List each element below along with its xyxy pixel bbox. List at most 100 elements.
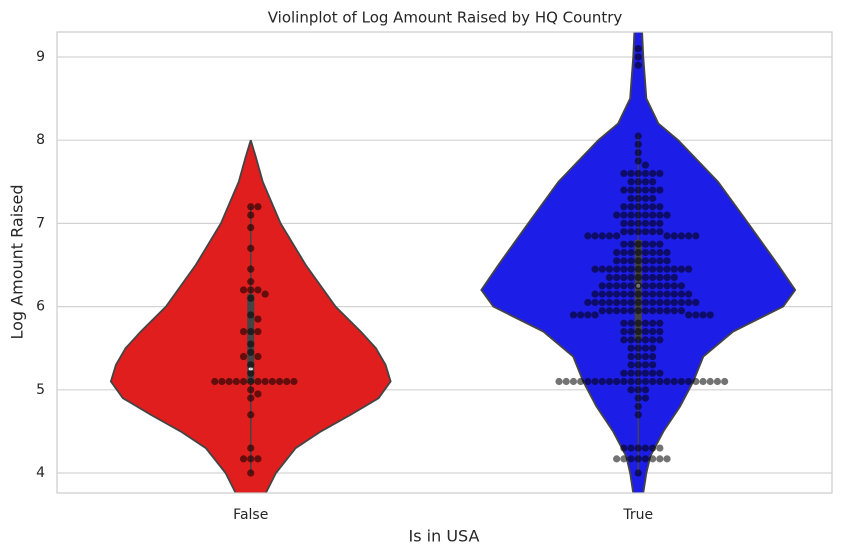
swarm-point bbox=[620, 273, 628, 282]
swarm-point bbox=[620, 369, 628, 377]
swarm-point bbox=[591, 311, 599, 319]
swarm-point bbox=[641, 265, 650, 273]
swarm-point bbox=[641, 211, 650, 219]
swarm-point bbox=[656, 377, 664, 386]
swarm-point bbox=[247, 203, 255, 211]
y-axis-label: Log Amount Raised bbox=[8, 185, 27, 340]
swarm-point bbox=[634, 132, 642, 140]
swarm-point bbox=[634, 149, 642, 157]
swarm-point bbox=[649, 290, 657, 298]
swarm-point bbox=[634, 61, 642, 69]
swarm-point bbox=[247, 369, 255, 377]
swarm-point bbox=[699, 377, 707, 386]
swarm-point bbox=[677, 307, 686, 315]
swarm-point bbox=[641, 169, 650, 178]
swarm-point bbox=[254, 203, 262, 211]
swarm-point bbox=[641, 203, 650, 211]
swarm-point bbox=[247, 340, 255, 348]
swarm-point bbox=[641, 327, 650, 336]
swarm-point bbox=[598, 265, 606, 273]
swarm-point bbox=[275, 377, 284, 386]
swarm-point bbox=[569, 311, 578, 319]
swarm-point bbox=[239, 327, 248, 336]
swarm-point bbox=[656, 455, 664, 463]
y-tick-label: 5 bbox=[36, 382, 45, 398]
swarm-point bbox=[261, 290, 269, 298]
swarm-point bbox=[555, 377, 563, 386]
swarm-point bbox=[641, 248, 650, 257]
swarm-point bbox=[247, 469, 255, 477]
y-tick-label: 4 bbox=[36, 465, 45, 481]
swarm-point bbox=[677, 377, 686, 386]
swarm-point bbox=[605, 307, 614, 315]
swarm-point bbox=[627, 228, 635, 236]
swarm-point bbox=[627, 444, 635, 452]
swarm-point bbox=[634, 377, 642, 386]
swarm-point bbox=[627, 265, 635, 273]
swarm-point bbox=[634, 282, 642, 290]
swarm-point bbox=[620, 455, 628, 463]
violin-outline bbox=[480, 32, 636, 493]
swarm-point bbox=[692, 232, 700, 240]
swarm-point bbox=[613, 232, 621, 240]
swarm-point bbox=[598, 307, 606, 315]
swarm-point bbox=[641, 352, 650, 361]
swarm-point bbox=[656, 211, 664, 219]
swarm-point bbox=[649, 194, 657, 203]
plot-frame bbox=[56, 31, 833, 494]
swarm-point bbox=[634, 248, 642, 257]
swarm-point bbox=[627, 257, 635, 265]
swarm-point bbox=[677, 290, 686, 298]
swarm-point bbox=[649, 273, 657, 282]
swarm-point bbox=[268, 377, 276, 386]
swarm-point bbox=[247, 286, 255, 294]
swarm-point bbox=[605, 265, 614, 273]
swarm-point bbox=[677, 265, 686, 273]
swarm-point bbox=[225, 377, 233, 386]
swarm-point bbox=[239, 455, 248, 463]
swarm-point bbox=[598, 377, 606, 386]
swarm-point bbox=[247, 361, 255, 369]
swarm-point bbox=[620, 169, 628, 178]
swarm-point bbox=[239, 352, 248, 361]
swarm-point bbox=[663, 248, 671, 257]
swarm-point bbox=[620, 290, 628, 298]
swarm-point bbox=[641, 186, 650, 194]
swarm-point bbox=[641, 386, 650, 394]
swarm-point bbox=[620, 228, 628, 236]
swarm-point bbox=[634, 386, 642, 394]
swarm-point bbox=[627, 240, 635, 248]
swarm-point bbox=[656, 248, 664, 257]
swarm-point bbox=[649, 186, 657, 194]
swarm-point bbox=[663, 298, 671, 307]
swarm-point bbox=[613, 273, 621, 282]
swarm-point bbox=[656, 219, 664, 227]
swarm-point bbox=[649, 203, 657, 211]
swarm-point bbox=[634, 344, 642, 352]
swarm-point bbox=[634, 369, 642, 377]
swarm-point bbox=[649, 219, 657, 227]
swarm-point bbox=[685, 377, 693, 386]
swarm-point bbox=[627, 273, 635, 282]
swarm-point bbox=[649, 265, 657, 273]
swarm-point bbox=[627, 282, 635, 290]
swarm-point bbox=[670, 298, 678, 307]
swarm-point bbox=[649, 319, 657, 327]
swarm-point bbox=[656, 282, 664, 290]
swarm-point bbox=[627, 298, 635, 307]
swarm-point bbox=[706, 377, 714, 386]
swarm-point bbox=[627, 211, 635, 219]
swarm-point bbox=[641, 444, 650, 452]
violin-outline bbox=[641, 32, 797, 493]
y-tick-label: 9 bbox=[36, 49, 45, 65]
swarm-point bbox=[247, 455, 255, 463]
x-tick-label: False bbox=[233, 507, 268, 523]
swarm-point bbox=[649, 248, 657, 257]
swarm-point bbox=[562, 377, 570, 386]
swarm-point bbox=[634, 455, 642, 463]
swarm-point bbox=[685, 290, 693, 298]
swarm-point bbox=[641, 394, 650, 402]
swarm-point bbox=[677, 232, 686, 240]
swarm-point bbox=[649, 377, 657, 386]
swarm-point bbox=[634, 394, 642, 402]
